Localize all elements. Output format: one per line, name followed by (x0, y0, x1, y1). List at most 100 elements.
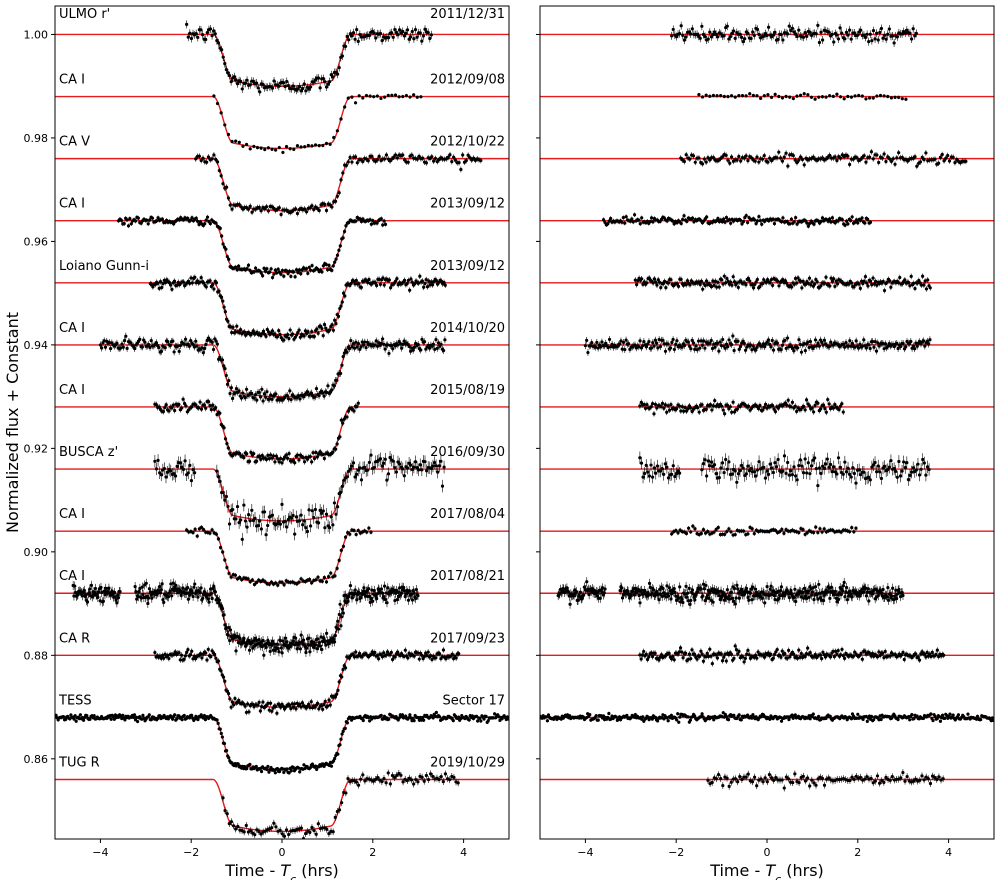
data-point (109, 717, 113, 721)
data-point (299, 577, 303, 581)
data-point (226, 504, 230, 509)
data-point (320, 326, 324, 331)
data-point (335, 129, 339, 133)
data-point (322, 456, 326, 461)
data-point (185, 22, 189, 27)
data-points (98, 332, 447, 405)
data-point (281, 150, 285, 155)
data-point (148, 218, 152, 222)
data-point (252, 270, 256, 274)
data-point (203, 346, 207, 351)
data-point (194, 403, 198, 407)
data-point (371, 219, 375, 223)
data-point (266, 146, 270, 150)
data-point (329, 515, 333, 519)
data-point (432, 159, 436, 163)
data-point (426, 650, 430, 654)
data-point (212, 287, 216, 291)
data-point (394, 279, 398, 283)
data-point (234, 265, 238, 269)
data-point (246, 577, 250, 581)
data-point (272, 272, 276, 276)
data-point (312, 515, 316, 520)
data-point (256, 86, 260, 90)
data-point (261, 329, 266, 333)
data-point (223, 367, 227, 371)
data-point (237, 330, 241, 334)
data-point (133, 584, 137, 589)
data-point (185, 591, 189, 596)
data-point (317, 144, 321, 148)
data-point (263, 269, 268, 273)
data-point (325, 390, 329, 395)
data-point (228, 697, 232, 701)
data-point (93, 586, 98, 591)
data-point (297, 458, 301, 462)
data-point (262, 510, 267, 514)
data-point (205, 160, 209, 164)
data-point (390, 657, 395, 662)
data-point (125, 218, 129, 222)
data-point (305, 457, 310, 461)
data-point (210, 528, 214, 532)
data-point (367, 34, 371, 38)
data-point (368, 94, 372, 98)
data-point (450, 160, 454, 164)
data-point (429, 466, 433, 471)
data-point (336, 688, 340, 692)
data-point (303, 329, 308, 333)
data-point (411, 348, 415, 352)
data-point (201, 351, 205, 355)
data-point (261, 274, 265, 278)
data-point (221, 182, 225, 186)
data-point (337, 558, 341, 562)
data-point (387, 351, 391, 356)
data-point (277, 206, 281, 210)
data-point (144, 581, 148, 585)
data-point (273, 332, 277, 336)
data-point (193, 582, 197, 586)
data-point (391, 35, 395, 39)
data-point (197, 154, 201, 158)
data-point (255, 398, 259, 402)
data-point (424, 278, 428, 282)
data-point (253, 266, 258, 270)
data-point (266, 701, 270, 705)
data-point (369, 222, 373, 226)
data-point (437, 464, 441, 468)
data-point (202, 403, 206, 407)
data-point (158, 280, 163, 284)
data-point (203, 718, 208, 722)
data-point (223, 558, 227, 562)
data-point (141, 592, 145, 597)
data-point (237, 264, 241, 268)
data-point (200, 346, 204, 350)
data-point (402, 34, 406, 38)
data-point (247, 459, 252, 463)
data-point (260, 645, 264, 649)
data-point (196, 595, 200, 599)
data-point (464, 158, 468, 163)
data-point (261, 82, 265, 87)
data-point (367, 594, 372, 598)
data-point (242, 636, 246, 640)
data-points (116, 214, 388, 280)
data-point (205, 658, 209, 662)
data-point (265, 327, 269, 332)
data-point (377, 277, 381, 281)
data-point (294, 707, 298, 711)
data-point (375, 653, 379, 658)
data-point (373, 281, 377, 285)
data-point (389, 286, 393, 290)
data-point (251, 329, 255, 333)
data-point (359, 478, 364, 482)
data-point (136, 719, 140, 724)
data-point (274, 581, 278, 585)
data-point (324, 262, 328, 267)
data-point (215, 39, 219, 43)
data-point (214, 157, 218, 161)
series-11 (55, 646, 509, 717)
data-point (76, 592, 80, 597)
data-point (229, 705, 233, 709)
